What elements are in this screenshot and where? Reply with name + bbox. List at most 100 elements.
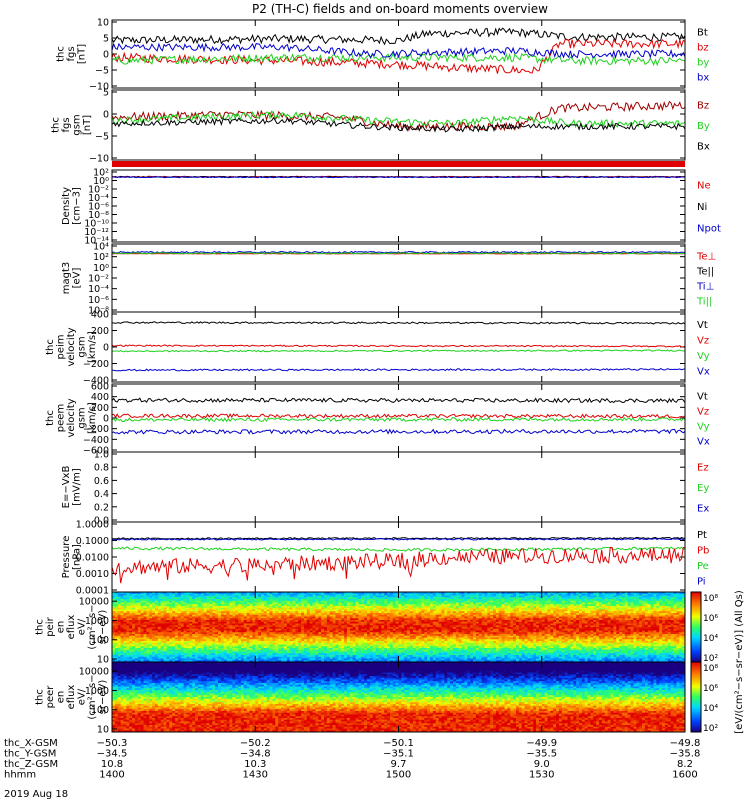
y-tick-label: −10 xyxy=(89,82,109,93)
x-axis-value: 10.8 xyxy=(101,759,123,770)
y-tick-label: 0 xyxy=(103,110,109,121)
series-line-Bt xyxy=(111,27,686,46)
legend-entry: by xyxy=(697,58,709,69)
y-axis-label: [nT] xyxy=(77,44,88,64)
y-tick-label: 0.0001 xyxy=(76,586,109,597)
y-axis-label: peem xyxy=(56,404,67,432)
legend-entry: Bt xyxy=(697,28,708,39)
series-line-Vt xyxy=(111,397,686,404)
y-tick-label: 10⁴ xyxy=(93,242,109,253)
x-axis-value: −50.3 xyxy=(97,738,128,749)
y-axis-label: sr−eV) xyxy=(98,610,109,645)
y-tick-label: 10⁻¹⁴ xyxy=(84,236,109,247)
y-axis-label: [km/s] xyxy=(87,402,98,434)
y-tick-label: −400 xyxy=(83,376,109,387)
y-axis-label: Density xyxy=(61,187,72,225)
y-tick-label: 10² xyxy=(93,168,109,179)
y-axis-label: thc xyxy=(50,117,61,133)
heatmap-cells xyxy=(112,662,686,733)
y-tick-label: 0.1000 xyxy=(76,536,109,547)
x-axis-value: −49.8 xyxy=(670,738,701,749)
y-tick-label: 10⁻⁶ xyxy=(88,295,109,306)
heatmap-cells xyxy=(112,592,686,663)
legend-entry: Pb xyxy=(697,545,709,556)
y-tick-label: 0 xyxy=(103,414,109,425)
y-tick-label: 10⁻⁴ xyxy=(88,193,109,204)
y-axis-label: [cm−3] xyxy=(71,187,82,225)
y-axis-label: sr−eV) xyxy=(98,680,109,715)
legend-entry: Bz xyxy=(697,100,709,111)
y-tick-label: 200 xyxy=(91,326,109,337)
series-line-Vx xyxy=(111,368,686,372)
legend-entry: bx xyxy=(697,73,709,84)
legend-entry: Vy xyxy=(697,351,710,362)
legend-entry: Ne xyxy=(697,181,711,192)
y-axis-label: velocity xyxy=(66,327,77,366)
y-tick-label: 10000 xyxy=(79,597,109,608)
legend-entry: Vt xyxy=(697,392,708,403)
colorbar-tick-label: 10² xyxy=(703,724,718,734)
x-axis-value: −50.2 xyxy=(240,738,271,749)
y-axis-label: [km/s] xyxy=(87,331,98,363)
y-axis-label: thc xyxy=(45,339,56,355)
y-tick-label: −5 xyxy=(95,132,109,143)
series-line-Pt xyxy=(111,536,686,540)
y-axis-label: fgs xyxy=(61,117,72,132)
series-line-Bx xyxy=(111,116,686,133)
y-axis-label: gsm xyxy=(77,336,88,357)
y-tick-label: 0.0 xyxy=(94,516,109,527)
series-line-Ti|| xyxy=(112,252,686,255)
legend-entry: Ti|| xyxy=(696,297,712,308)
y-axis-label: [mV/m] xyxy=(71,468,82,506)
y-tick-label: 1.0000 xyxy=(76,520,109,531)
series-line-Vy xyxy=(111,416,686,423)
y-tick-label: 0.8 xyxy=(94,463,109,474)
y-tick-label: 10 xyxy=(97,725,109,736)
y-axis-label: eflux xyxy=(66,685,77,710)
y-axis-label: E=−VxB xyxy=(61,466,72,509)
y-axis-label: (cm²−s− xyxy=(87,674,98,719)
series-line-Pb xyxy=(111,546,686,584)
series-line-Vx xyxy=(111,428,686,435)
y-tick-label: 400 xyxy=(91,310,109,321)
series-line-By xyxy=(111,110,686,129)
panel-peim: 400 200 0 −200 −400 thc peim velocity gsm [km/s] V… xyxy=(45,310,710,387)
x-axis-value: −35.8 xyxy=(670,749,701,760)
y-axis-label: en xyxy=(56,621,67,634)
y-axis-label: magt3 xyxy=(61,262,72,295)
y-tick-label: 10⁻¹² xyxy=(84,227,109,238)
colorbar-tick-label: 10⁴ xyxy=(703,634,718,644)
y-tick-label: 5 xyxy=(103,88,109,99)
y-axis-label: thc xyxy=(45,410,56,426)
y-tick-label: 10⁻² xyxy=(88,185,109,196)
legend-entry: Vt xyxy=(697,320,708,331)
x-axis-row-label: thc_Y-GSM xyxy=(4,749,56,760)
state-bar xyxy=(112,161,685,167)
x-axis-value: −35.1 xyxy=(383,749,414,760)
y-axis-label: eV/ xyxy=(77,618,88,635)
colorbar-tick-label: 10² xyxy=(703,654,718,664)
panel-peir: 10000 1000 100 10 thc peir en eflux eV/(cm²−s− sr… xyxy=(35,591,686,666)
legend-entry: Pi xyxy=(697,576,706,587)
y-tick-label: 100 xyxy=(91,705,109,716)
y-tick-label: 10⁻⁸ xyxy=(88,306,109,317)
x-axis-row-label: thc_X-GSM xyxy=(4,738,58,749)
y-tick-label: 10⁻² xyxy=(88,274,109,285)
series-line-by xyxy=(111,52,686,67)
panel-pressure: 1.0000 0.1000 0.0100 0.0010 0.0001 Pressure [n… xyxy=(61,520,710,597)
y-tick-label: 10 xyxy=(97,18,109,29)
y-tick-label: 10⁻⁶ xyxy=(88,202,109,213)
y-axis-label: gsm xyxy=(77,407,88,428)
series-line-Vz xyxy=(111,344,686,348)
y-axis-label: fgs xyxy=(66,46,77,61)
y-tick-label: 0.0010 xyxy=(76,569,109,580)
y-axis-label: peir xyxy=(45,616,56,636)
y-axis-label: thc xyxy=(56,46,67,62)
y-tick-label: −200 xyxy=(83,359,109,370)
x-axis-value: 1500 xyxy=(386,770,411,781)
x-axis-value: 10.3 xyxy=(244,759,266,770)
y-axis-label: Pressure xyxy=(61,536,72,579)
legend-entry: Ey xyxy=(697,483,709,494)
